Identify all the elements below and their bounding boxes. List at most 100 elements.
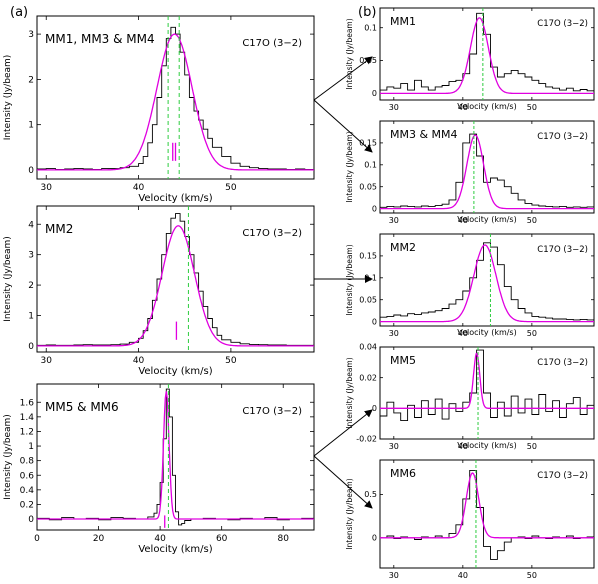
x-axis-label: Velocity (km/s) — [457, 328, 516, 337]
y-axis-label: Intensity (Jy/beam) — [345, 18, 354, 89]
x-tick-label: 40 — [458, 571, 468, 580]
y-tick-label: 2 — [28, 75, 34, 85]
gaussian-fit-curve — [37, 391, 314, 520]
plot-area — [380, 121, 594, 213]
x-tick-label: 0 — [34, 534, 40, 544]
y-tick-label: 1.4 — [20, 413, 35, 423]
y-tick-label: 0 — [28, 166, 34, 176]
y-tick-label: 0.1 — [364, 273, 377, 282]
y-tick-label: 0.4 — [20, 486, 35, 496]
y-axis-label: Intensity (Jy/beam) — [345, 244, 354, 315]
x-axis-label: Velocity (km/s) — [457, 102, 516, 111]
chart-panel-a2: 30 40 50 0 1 2 3 4 Velocity (km/s) Intensity (Jy/… — [3, 205, 315, 377]
x-tick-label: 50 — [527, 571, 537, 580]
y-tick-label: 3 — [28, 251, 34, 261]
plot-area — [37, 16, 314, 179]
connector-arrow — [313, 409, 373, 457]
molecular-line-label: C17O (3−2) — [242, 38, 302, 49]
x-axis-label: Velocity (km/s) — [457, 441, 516, 450]
y-tick-label: 1 — [28, 442, 34, 452]
chart-panel-b1: 30 40 50 0 0.05 0.1 Velocity (km/s) Intensity (… — [345, 7, 595, 112]
x-axis-label: Velocity (km/s) — [138, 544, 212, 555]
y-tick-label: 0.1 — [364, 23, 377, 32]
plot-area — [380, 347, 594, 439]
x-tick-label: 20 — [93, 534, 105, 544]
x-tick-label: 40 — [458, 442, 468, 451]
y-tick-label: 0.2 — [20, 500, 34, 510]
x-tick-label: 80 — [277, 534, 289, 544]
plot-frame — [36, 15, 315, 180]
y-tick-label: 0.1 — [364, 160, 377, 169]
molecular-line-label: C17O (3−2) — [537, 132, 588, 142]
x-tick-label: 40 — [458, 329, 468, 338]
y-tick-label: 0 — [372, 317, 377, 326]
x-axis-label: Velocity (km/s) — [138, 193, 212, 204]
chart-panel-b5: 30 40 50 0 0.5 Intensity (Jy/beam) MM6 C17O (3−… — [345, 459, 595, 580]
connector-arrow — [313, 99, 373, 153]
y-axis-label: Intensity (Jy/beam) — [3, 236, 13, 322]
plot-frame — [379, 346, 595, 440]
x-tick-label: 50 — [527, 216, 537, 225]
spectrum-histogram — [380, 242, 594, 321]
gaussian-fit-curve — [380, 134, 594, 210]
plot-area — [380, 460, 594, 568]
y-tick-label: 1.6 — [20, 398, 35, 408]
gaussian-fit-curve — [37, 33, 314, 171]
molecular-line-label: C17O (3−2) — [242, 406, 302, 417]
source-label: MM1, MM3 & MM4 — [45, 32, 155, 46]
x-tick-label: 40 — [133, 356, 145, 366]
y-tick-label: -0.02 — [356, 435, 377, 444]
gaussian-fit-curve — [37, 225, 314, 347]
plot-frame — [379, 233, 595, 327]
y-tick-label: 1.2 — [20, 427, 34, 437]
x-tick-label: 30 — [389, 329, 399, 338]
x-tick-label: 30 — [389, 571, 399, 580]
x-tick-label: 40 — [458, 103, 468, 112]
spectrum-histogram — [380, 349, 594, 422]
x-tick-label: 50 — [527, 442, 537, 451]
y-tick-label: 3 — [28, 30, 34, 40]
y-tick-label: 2 — [28, 281, 34, 291]
y-tick-label: 0 — [372, 404, 377, 413]
spectrum-histogram — [380, 12, 594, 92]
chart-panel-b2: 30 40 50 0 0.05 0.1 0.15 Velocity (km/s) Intensi… — [345, 120, 595, 225]
spectrum-histogram — [380, 133, 594, 208]
plot-frame — [379, 120, 595, 214]
y-tick-label: 0.8 — [20, 457, 35, 467]
source-label: MM5 — [390, 354, 416, 367]
x-tick-label: 50 — [527, 103, 537, 112]
chart-panel-a1: 30 40 50 0 1 2 3 Velocity (km/s) Intensity (Jy/b… — [3, 15, 315, 204]
y-tick-label: 0 — [372, 533, 377, 542]
plot-area — [380, 234, 594, 326]
x-tick-label: 30 — [389, 216, 399, 225]
y-axis-label: Intensity (Jy/beam) — [345, 357, 354, 428]
connector-arrow — [313, 455, 373, 509]
chart-panel-b3: 30 40 50 0 0.05 0.1 0.15 Velocity (km/s) Intensi… — [345, 233, 595, 338]
chart-panel-a3: 0 20 40 60 80 0 0.2 0.4 0.6 0.8 1 1.2 1.4 1.6 Velocity… — [3, 383, 315, 555]
plot-frame — [379, 459, 595, 569]
y-axis-label: Intensity (Jy/beam) — [345, 478, 354, 549]
x-tick-label: 60 — [216, 534, 228, 544]
gaussian-fit-curve — [380, 244, 594, 323]
y-tick-label: 0.15 — [359, 139, 377, 148]
y-tick-label: 4 — [28, 220, 34, 230]
x-tick-label: 50 — [527, 329, 537, 338]
y-tick-label: 0 — [28, 342, 34, 352]
plot-area — [380, 8, 594, 100]
molecular-line-label: C17O (3−2) — [537, 471, 588, 481]
y-tick-label: 0 — [372, 89, 377, 98]
x-tick-label: 40 — [458, 216, 468, 225]
y-tick-label: 0 — [372, 204, 377, 213]
plot-area — [37, 206, 314, 352]
source-label: MM2 — [390, 241, 416, 254]
plot-area — [37, 384, 314, 530]
y-tick-label: 0.02 — [359, 373, 377, 382]
panel-label-b: (b) — [358, 5, 376, 20]
x-axis-label: Velocity (km/s) — [138, 366, 212, 377]
y-tick-label: 0 — [28, 515, 34, 525]
y-axis-label: Intensity (Jy/beam) — [345, 131, 354, 202]
x-tick-label: 40 — [154, 534, 166, 544]
y-tick-label: 0.15 — [359, 252, 377, 261]
x-tick-label: 40 — [133, 183, 145, 193]
